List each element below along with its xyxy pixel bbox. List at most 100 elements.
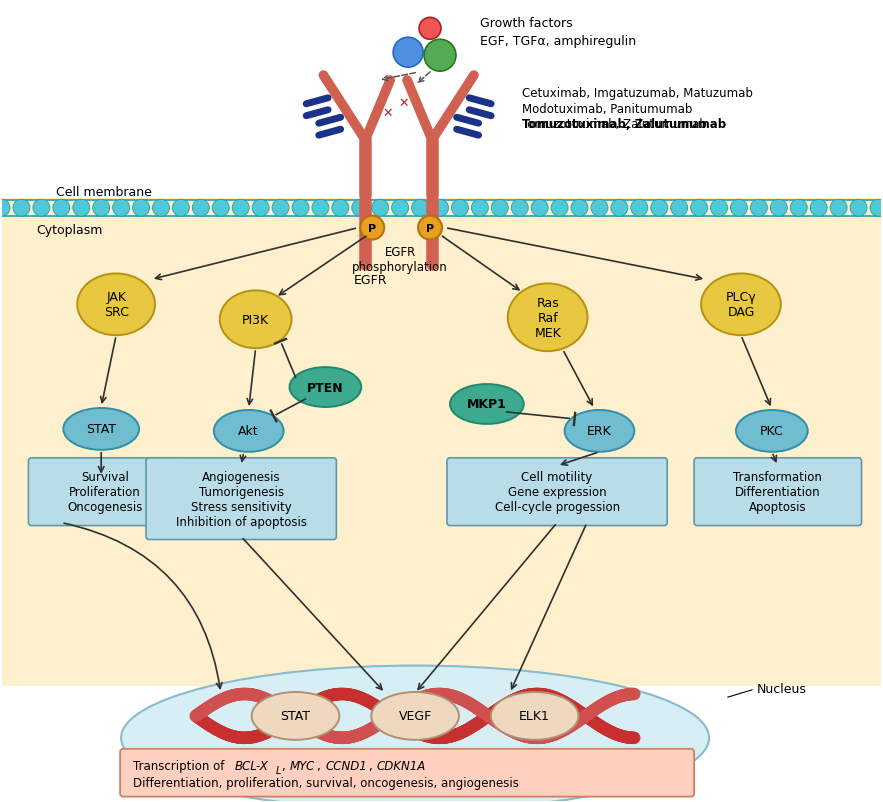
- Ellipse shape: [811, 200, 827, 217]
- Text: PTEN: PTEN: [307, 381, 343, 394]
- Text: Transformation
Differentiation
Apoptosis: Transformation Differentiation Apoptosis: [734, 471, 822, 513]
- Ellipse shape: [564, 411, 634, 452]
- Text: ✕: ✕: [399, 96, 410, 109]
- Ellipse shape: [491, 200, 509, 217]
- Text: MYC: MYC: [290, 759, 314, 772]
- Ellipse shape: [113, 200, 130, 217]
- Bar: [2, 2, 881, 200]
- Bar: [2, 687, 881, 800]
- Ellipse shape: [611, 200, 628, 217]
- Text: VEGF: VEGF: [398, 710, 432, 723]
- Ellipse shape: [220, 291, 291, 349]
- Text: JAK
SRC: JAK SRC: [103, 291, 129, 319]
- Ellipse shape: [671, 200, 688, 217]
- Ellipse shape: [393, 38, 423, 68]
- Ellipse shape: [418, 217, 442, 241]
- Ellipse shape: [33, 200, 49, 217]
- Ellipse shape: [491, 692, 578, 740]
- Ellipse shape: [332, 200, 349, 217]
- Ellipse shape: [232, 200, 249, 217]
- Ellipse shape: [371, 692, 459, 740]
- Text: Transcription of: Transcription of: [133, 759, 228, 772]
- Ellipse shape: [730, 200, 747, 217]
- Text: MKP1: MKP1: [467, 398, 507, 411]
- FancyBboxPatch shape: [120, 749, 694, 796]
- Text: Cell motility
Gene expression
Cell-cycle progession: Cell motility Gene expression Cell-cycle…: [494, 471, 620, 513]
- Ellipse shape: [312, 200, 328, 217]
- FancyBboxPatch shape: [28, 458, 182, 526]
- Text: EGF, TGFα, amphiregulin: EGF, TGFα, amphiregulin: [479, 34, 636, 47]
- Ellipse shape: [571, 200, 588, 217]
- Ellipse shape: [253, 200, 269, 217]
- Ellipse shape: [432, 200, 449, 217]
- Text: ,: ,: [282, 759, 289, 772]
- Text: ,: ,: [369, 759, 377, 772]
- Ellipse shape: [132, 200, 149, 217]
- Ellipse shape: [711, 200, 728, 217]
- FancyBboxPatch shape: [694, 458, 862, 526]
- Ellipse shape: [78, 274, 155, 336]
- Text: Akt: Akt: [238, 425, 259, 438]
- Ellipse shape: [272, 200, 289, 217]
- Ellipse shape: [424, 40, 456, 72]
- Text: EGFR: EGFR: [353, 273, 387, 286]
- Ellipse shape: [121, 666, 709, 802]
- Text: ✕: ✕: [382, 107, 392, 119]
- Ellipse shape: [532, 200, 548, 217]
- Ellipse shape: [72, 200, 90, 217]
- Ellipse shape: [153, 200, 170, 217]
- Text: Growth factors: Growth factors: [479, 17, 572, 30]
- Ellipse shape: [212, 200, 230, 217]
- Ellipse shape: [751, 200, 767, 217]
- Ellipse shape: [630, 200, 648, 217]
- Text: Tomuzotuximab, Zalutumumab: Tomuzotuximab, Zalutumumab: [522, 119, 726, 132]
- Text: P: P: [426, 223, 434, 233]
- Text: Survival
Proliferation
Oncogenesis: Survival Proliferation Oncogenesis: [67, 471, 143, 513]
- Ellipse shape: [870, 200, 883, 217]
- Ellipse shape: [214, 411, 283, 452]
- Text: Cell membrane: Cell membrane: [57, 186, 152, 199]
- Text: STAT: STAT: [281, 710, 311, 723]
- Text: BCL-X: BCL-X: [235, 759, 268, 772]
- Ellipse shape: [419, 18, 441, 40]
- Ellipse shape: [53, 200, 70, 217]
- Ellipse shape: [392, 200, 409, 217]
- Text: Differentiation, proliferation, survival, oncogenesis, angiogenesis: Differentiation, proliferation, survival…: [133, 776, 519, 789]
- Ellipse shape: [551, 200, 568, 217]
- Ellipse shape: [830, 200, 847, 217]
- Ellipse shape: [411, 200, 428, 217]
- Text: STAT: STAT: [87, 423, 117, 435]
- Text: EGFR
phosphorylation: EGFR phosphorylation: [352, 246, 448, 274]
- Text: Angiogenesis
Tumorigenesis
Stress sensitivity
Inhibition of apoptosis: Angiogenesis Tumorigenesis Stress sensit…: [176, 470, 306, 528]
- Text: PI3K: PI3K: [242, 314, 269, 326]
- Ellipse shape: [511, 200, 528, 217]
- Ellipse shape: [372, 200, 389, 217]
- Text: Ras
Raf
MEK: Ras Raf MEK: [534, 297, 561, 339]
- Ellipse shape: [192, 200, 209, 217]
- Text: ELK1: ELK1: [519, 710, 550, 723]
- Ellipse shape: [850, 200, 867, 217]
- Text: P: P: [368, 223, 376, 233]
- Ellipse shape: [770, 200, 788, 217]
- Ellipse shape: [651, 200, 668, 217]
- Text: Modotuximab, Panitumumab: Modotuximab, Panitumumab: [522, 103, 692, 115]
- Text: CCND1: CCND1: [326, 759, 367, 772]
- Text: L: L: [275, 765, 281, 775]
- Text: Nucleus: Nucleus: [757, 682, 807, 695]
- Ellipse shape: [508, 284, 587, 352]
- Ellipse shape: [290, 367, 361, 407]
- Text: Cytoplasm: Cytoplasm: [36, 224, 102, 237]
- Ellipse shape: [701, 274, 781, 336]
- Ellipse shape: [360, 217, 384, 241]
- Text: PLCγ
DAG: PLCγ DAG: [726, 291, 757, 319]
- Ellipse shape: [252, 692, 339, 740]
- Text: Cetuximab, Imgatuzumab, Matuzumab: Cetuximab, Imgatuzumab, Matuzumab: [522, 87, 752, 99]
- Ellipse shape: [172, 200, 189, 217]
- Ellipse shape: [591, 200, 608, 217]
- Ellipse shape: [472, 200, 488, 217]
- FancyBboxPatch shape: [146, 458, 336, 540]
- Ellipse shape: [691, 200, 707, 217]
- Text: Tomuzotuximab, Zalutumumab: Tomuzotuximab, Zalutumumab: [522, 119, 706, 132]
- Ellipse shape: [292, 200, 309, 217]
- Ellipse shape: [13, 200, 30, 217]
